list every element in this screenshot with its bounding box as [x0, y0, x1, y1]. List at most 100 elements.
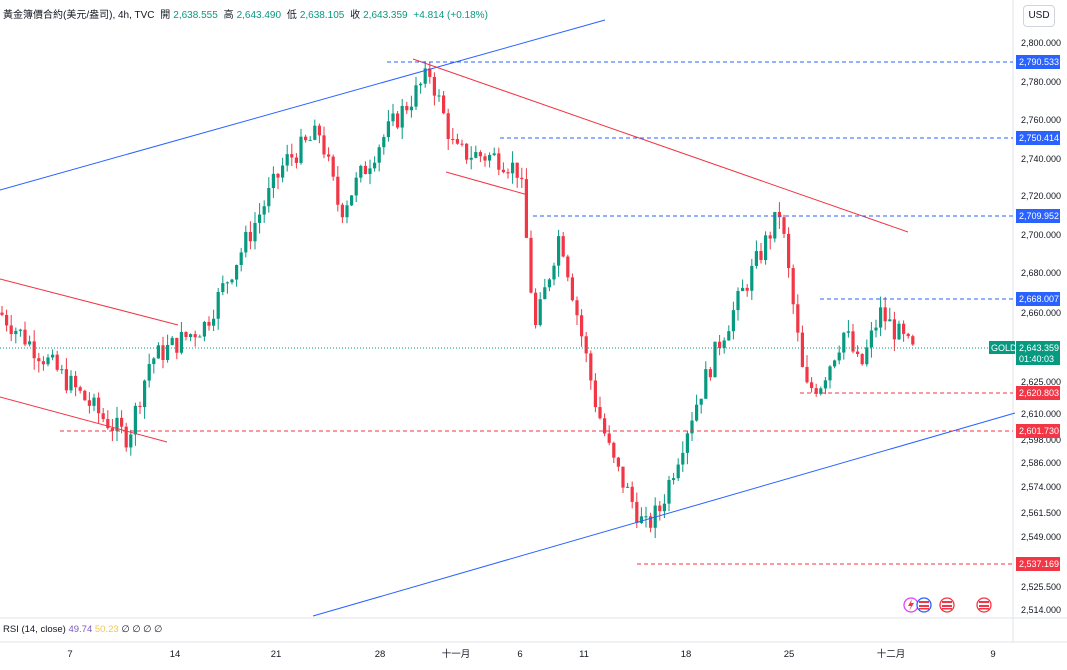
candle-body — [216, 292, 220, 319]
candle-body — [598, 407, 602, 419]
event-icons[interactable] — [903, 597, 992, 613]
drawings-layer[interactable] — [0, 19, 1016, 617]
currency-button[interactable]: USD — [1023, 5, 1055, 27]
candle-body — [630, 486, 634, 502]
candle-body — [327, 154, 331, 157]
candle-body — [681, 452, 685, 465]
candle-body — [446, 113, 450, 139]
candle-body — [354, 177, 358, 196]
price-tick-label: 2,800.000 — [1021, 38, 1061, 48]
us-flag-event-icon[interactable] — [976, 597, 992, 613]
candle-body — [603, 418, 607, 434]
candle-body — [382, 137, 386, 148]
candle-body — [676, 464, 680, 479]
price-tag-label: 2,620.803 — [1019, 388, 1059, 398]
candle-body — [386, 121, 390, 138]
candle-body — [685, 433, 689, 453]
candle-body — [331, 156, 335, 177]
candle-body — [616, 457, 620, 467]
candle-body — [672, 478, 676, 480]
candle-body — [538, 299, 542, 325]
price-tick-label: 2,525.500 — [1021, 582, 1061, 592]
candle-body — [708, 369, 712, 378]
candle-body — [547, 279, 551, 288]
rsi-label[interactable]: RSI (14, close) — [3, 624, 66, 635]
candle-body — [110, 428, 114, 431]
candle-body — [18, 329, 22, 331]
rsi-value: 49.74 — [68, 624, 93, 635]
candle-body — [281, 165, 285, 178]
candle-body — [718, 341, 722, 348]
candle-body — [626, 486, 630, 488]
candle-body — [561, 236, 565, 257]
candle-body — [55, 354, 59, 370]
candle-body — [575, 300, 579, 316]
candle-body — [432, 76, 436, 96]
candle-body — [267, 188, 271, 207]
candle-body — [520, 177, 524, 180]
candle-body — [515, 162, 519, 178]
us-flag-event-icon[interactable] — [916, 597, 932, 613]
candle-body — [814, 388, 818, 394]
candle-body — [649, 516, 653, 528]
candle-body — [322, 135, 326, 155]
flag-red-line[interactable] — [445, 171, 529, 196]
lower-blue-trendline[interactable] — [312, 412, 1016, 617]
candle-body — [262, 206, 266, 215]
candle-body — [639, 516, 643, 523]
candle-body — [465, 143, 469, 160]
candle-body — [764, 235, 768, 261]
candle-body — [828, 366, 832, 381]
candle-body — [437, 95, 441, 97]
us-flag-event-icon[interactable] — [939, 597, 955, 613]
candles-layer — [0, 61, 915, 539]
descending-red-trendline[interactable] — [412, 58, 909, 233]
candle-body — [285, 154, 289, 166]
price-tag-bg — [1016, 131, 1060, 145]
current-price-tag: GOLD 2,643.359 01:40:03 — [989, 341, 1060, 365]
candle-body — [308, 139, 312, 141]
symbol-title[interactable]: 黃金簿價合約(美元/盎司), 4h, TVC — [3, 10, 155, 21]
candle-body — [405, 105, 409, 111]
candle-body — [336, 176, 340, 205]
candle-body — [860, 354, 864, 365]
price-tick-label: 2,598.000 — [1021, 435, 1061, 445]
flash-event-icon[interactable] — [903, 597, 919, 613]
symbol-header[interactable]: 黃金簿價合約(美元/盎司), 4h, TVC 開 2,638.555 高 2,643… — [3, 6, 491, 21]
channel-red-upper[interactable] — [0, 278, 179, 326]
candle-body — [147, 364, 151, 381]
price-tick-label: 2,586.000 — [1021, 458, 1061, 468]
candle-body — [750, 265, 754, 291]
upper-blue-trendline[interactable] — [0, 19, 606, 191]
candle-body — [92, 397, 96, 406]
candle-body — [143, 380, 147, 408]
rsi-legend[interactable]: RSI (14, close) 49.74 50.23 ∅ ∅ ∅ ∅ — [3, 624, 162, 635]
candle-body — [667, 479, 671, 504]
time-tick-label: 9 — [990, 649, 995, 660]
candle-body — [290, 154, 294, 158]
candle-body — [584, 336, 588, 354]
candle-body — [451, 138, 455, 140]
price-tag-label: 2,790.533 — [1019, 57, 1059, 67]
candle-body — [377, 147, 381, 163]
candle-body — [699, 398, 703, 405]
candle-body — [442, 95, 446, 114]
candle-body — [350, 195, 354, 206]
candle-body — [897, 323, 901, 340]
candle-body — [589, 353, 593, 381]
candle-body — [166, 344, 170, 360]
time-axis[interactable]: 7 14 21 28 十一月 6 11 18 25 十二月 9 — [67, 648, 995, 660]
candle-body — [64, 369, 68, 391]
time-tick-label: 14 — [170, 649, 181, 660]
channel-red-lower[interactable] — [0, 396, 168, 443]
candle-body — [37, 358, 41, 362]
candle-body — [175, 337, 179, 353]
price-tick-label: 2,625.000 — [1021, 377, 1061, 387]
price-tick-label: 2,740.000 — [1021, 154, 1061, 164]
candle-body — [317, 125, 321, 136]
candle-body — [87, 400, 91, 406]
price-axis[interactable]: 2,800.000 2,780.000 2,760.000 2,740.000 2,72… — [1021, 38, 1061, 615]
candle-body — [5, 314, 9, 326]
